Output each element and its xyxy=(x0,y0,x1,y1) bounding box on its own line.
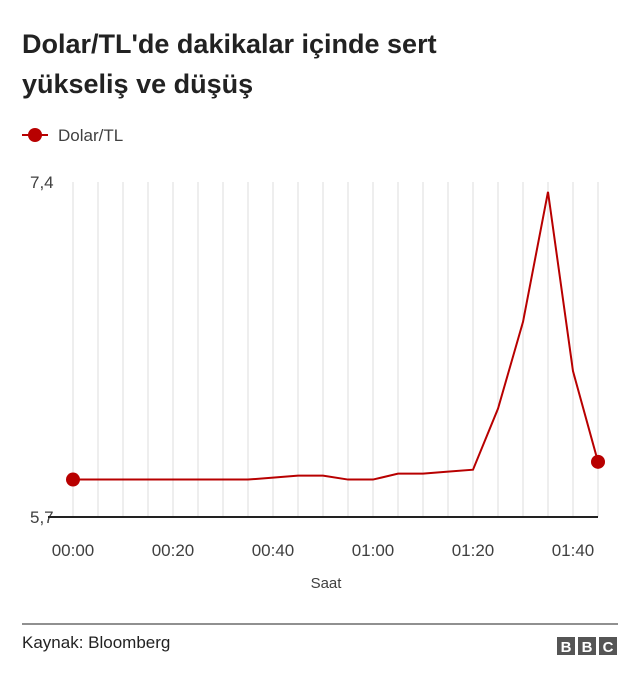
x-axis-label: Saat xyxy=(311,575,343,592)
logo-letter: B xyxy=(561,639,572,656)
legend-marker xyxy=(28,128,42,142)
point xyxy=(591,454,605,469)
chart-title: Dolar/TL'de dakikalar içinde sert yükseli… xyxy=(22,29,437,99)
logo-box xyxy=(599,637,617,655)
logo-box xyxy=(578,637,596,655)
x-tick-label: 01:20 xyxy=(452,541,495,560)
y-tick-label: 7,4 xyxy=(30,173,54,192)
x-tick-label: 01:40 xyxy=(552,541,595,560)
line xyxy=(73,191,599,481)
point xyxy=(66,472,80,487)
logo-box xyxy=(557,637,575,655)
legend-label: Dolar/TL xyxy=(58,126,123,145)
x-tick-label: 00:00 xyxy=(52,541,95,560)
x-tick-label: 00:20 xyxy=(152,541,195,560)
x-tick-label: 01:00 xyxy=(352,541,395,560)
y-tick-label: 5,7 xyxy=(30,508,54,527)
logo-letter: B xyxy=(582,639,593,656)
x-tick-label: 00:40 xyxy=(252,541,295,560)
logo-letter: C xyxy=(603,639,614,656)
source: Kaynak: Bloomberg xyxy=(22,633,170,652)
